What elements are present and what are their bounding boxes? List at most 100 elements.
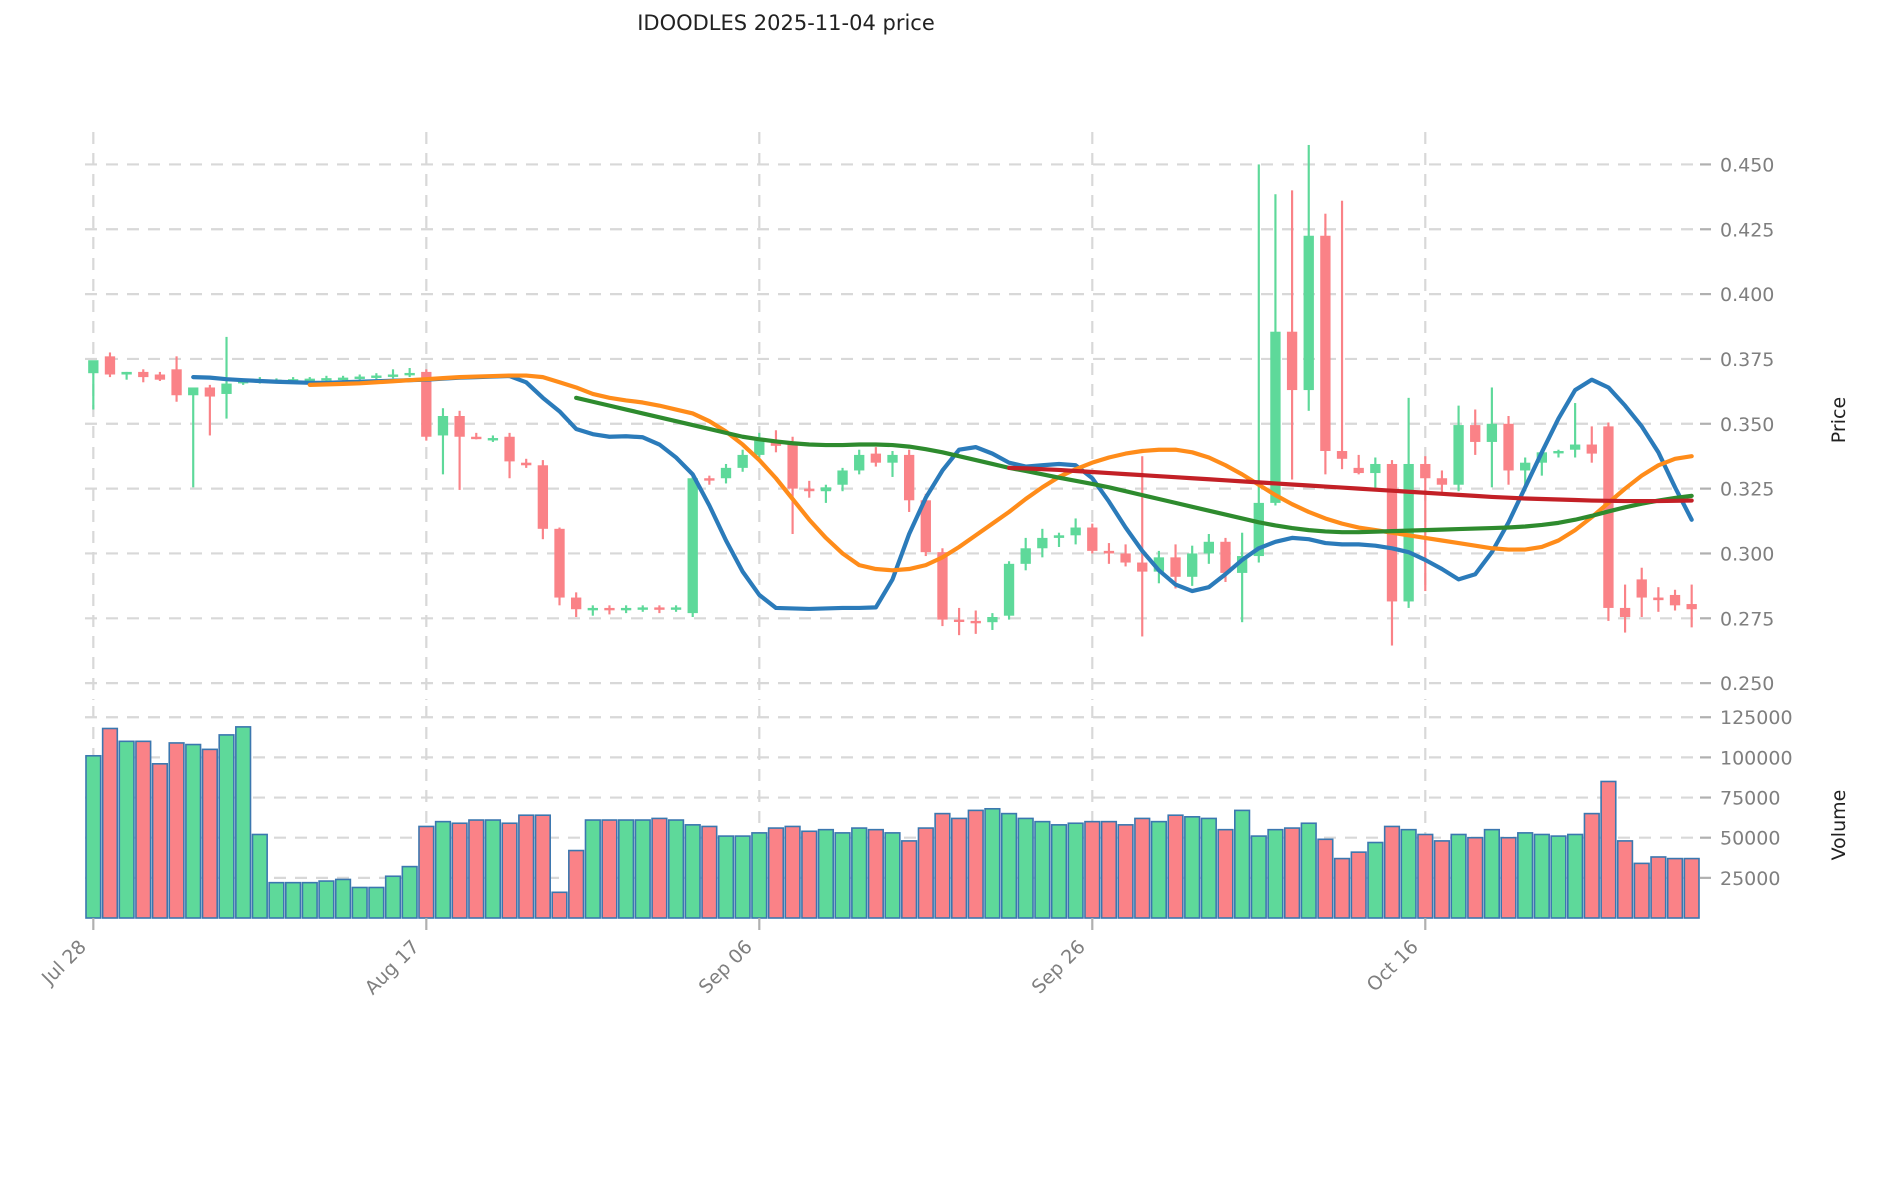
volume-bar [1034, 820, 1051, 919]
volume-bar [1383, 825, 1401, 919]
candle-body [854, 454, 865, 471]
candle-body [1003, 563, 1015, 616]
candle-body [1420, 463, 1431, 479]
volume-bar [734, 835, 751, 919]
volume-bar [368, 886, 385, 919]
volume-series [85, 726, 1700, 919]
candle-wick [891, 451, 894, 477]
candle-body [104, 356, 116, 375]
candle-body [387, 374, 399, 377]
candle-body [1370, 463, 1381, 474]
candle-body [1569, 444, 1581, 450]
volume-bar [584, 819, 601, 919]
candle-body [737, 454, 748, 468]
volume-bar [1167, 814, 1184, 919]
volume-bar [967, 809, 984, 919]
volume-bar [201, 748, 218, 919]
volume-bar [384, 875, 402, 919]
price-tick-label: 0.250 [1720, 673, 1774, 695]
candle-wick [1574, 403, 1577, 458]
candle-body [1653, 597, 1664, 601]
volume-bar [118, 740, 135, 919]
candle-body [1603, 426, 1614, 608]
volume-bar [1533, 833, 1550, 919]
price-axis-ticks: 0.450 0.425 0.400 0.375 0.350 0.325 0.300 0.275… [1700, 154, 1774, 695]
volume-bar [684, 824, 701, 919]
candle-wick [1257, 164, 1260, 563]
candle-wick [1057, 532, 1061, 547]
candle-body [1320, 235, 1331, 452]
candle-body [1503, 423, 1514, 471]
candle-body [1636, 579, 1647, 598]
volume-bar [1417, 833, 1434, 919]
candle-body [953, 619, 965, 622]
candle-body [521, 462, 532, 466]
candle-body [154, 374, 166, 380]
candle-body [1220, 541, 1231, 573]
volume-bar [1367, 841, 1384, 919]
candle-wick [125, 371, 128, 380]
page-title: IDOODLES 2025-11-04 price [637, 11, 935, 35]
candle-body [637, 607, 648, 610]
price-tick-label: 0.275 [1720, 608, 1774, 630]
candle-body [138, 371, 149, 378]
candle-body [870, 453, 882, 463]
volume-bar [418, 825, 435, 919]
volume-bar [251, 833, 268, 919]
volume-bar [1616, 840, 1634, 919]
candle-body [1203, 541, 1215, 554]
price-tick-label: 0.300 [1720, 543, 1774, 565]
volume-bar [834, 832, 851, 919]
volume-tick-label: 50000 [1720, 828, 1780, 850]
volume-bar [867, 828, 884, 919]
candle-body [987, 617, 998, 623]
volume-bar [1150, 820, 1168, 919]
volume-bar [318, 880, 335, 919]
price-tick-label: 0.400 [1720, 284, 1774, 306]
candle-body [188, 387, 199, 396]
volume-bar [1333, 857, 1351, 919]
volume-bar [1567, 833, 1584, 919]
volume-bar [484, 819, 502, 919]
candle-body [1270, 331, 1281, 503]
volume-bar [1000, 812, 1018, 919]
candle-body [670, 607, 682, 610]
volume-bar [284, 881, 302, 919]
volume-bar [917, 827, 934, 919]
volume-bar [451, 822, 468, 919]
volume-bar [1400, 828, 1417, 919]
volume-axis-title: Volume [1828, 790, 1850, 861]
candle-body [404, 372, 415, 376]
candle-wick [391, 369, 395, 379]
candle-wick [408, 368, 411, 378]
candle-body [570, 597, 582, 610]
volume-bar [1666, 857, 1684, 919]
volume-bar [1117, 824, 1134, 919]
candle-body [504, 436, 515, 462]
volume-bar [568, 849, 585, 919]
candle-body [820, 487, 832, 492]
volume-bar [884, 832, 901, 919]
candle-body [337, 377, 349, 381]
volume-tick-label: 125000 [1720, 707, 1793, 729]
candle-wick [824, 484, 827, 503]
candle-body [837, 470, 848, 485]
volume-bar [1283, 827, 1301, 919]
candle-body [903, 454, 915, 501]
price-tick-label: 0.350 [1720, 414, 1774, 436]
volume-bar [851, 827, 868, 919]
candle-body [371, 375, 382, 378]
candle-body [471, 436, 482, 440]
volume-bar [784, 825, 801, 919]
volume-bar [1067, 822, 1084, 919]
candle-body [937, 552, 948, 620]
candle-wick [208, 384, 211, 436]
volume-bar [1500, 836, 1517, 919]
candle-body [587, 607, 598, 611]
volume-bar [667, 819, 685, 919]
candle-body [171, 369, 182, 396]
candle-body [1120, 553, 1131, 563]
candle-body [1170, 557, 1181, 577]
volume-bar [1550, 835, 1567, 919]
volume-bar [717, 835, 735, 919]
